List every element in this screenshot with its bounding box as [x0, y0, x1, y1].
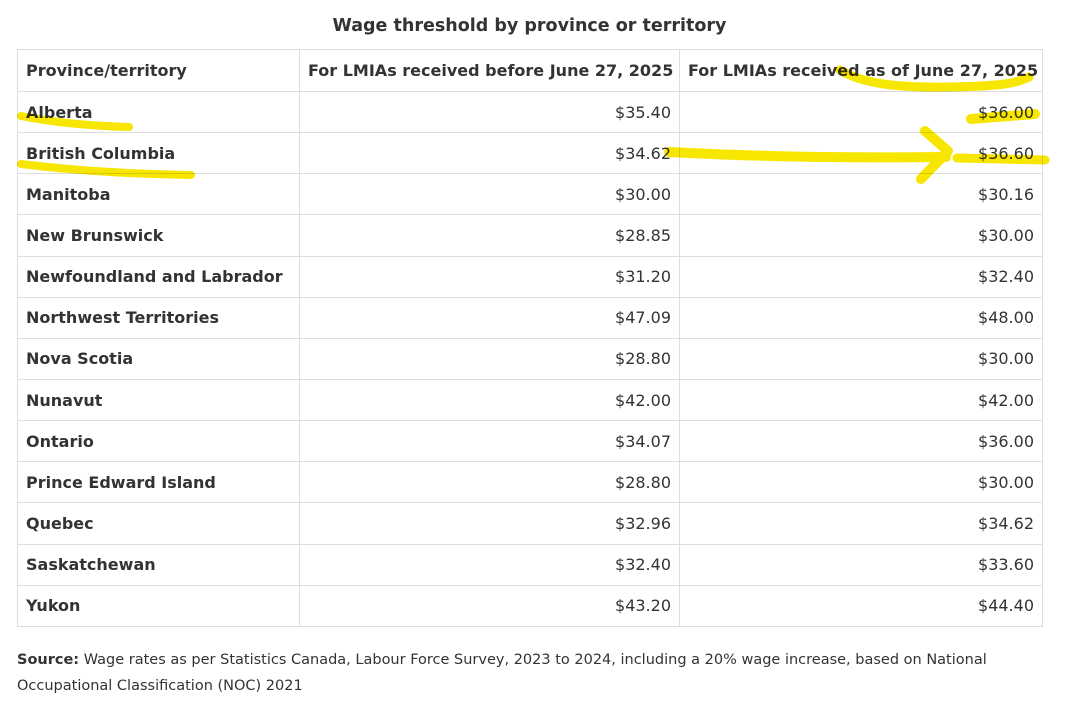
wage-as-of-cell: $30.00 — [679, 337, 1043, 380]
province-cell: Northwest Territories — [17, 296, 300, 339]
column-header-province: Province/territory — [17, 49, 300, 92]
table-row: Prince Edward Island $28.80 $30.00 — [17, 461, 1043, 504]
table-header-row: Province/territory For LMIAs received be… — [17, 49, 1043, 92]
table-row: Ontario $34.07 $36.00 — [17, 420, 1043, 463]
province-cell: British Columbia — [17, 132, 300, 175]
table-row: Newfoundland and Labrador $31.20 $32.40 — [17, 255, 1043, 298]
wage-as-of-cell: $36.60 — [679, 132, 1043, 175]
wage-before-cell: $32.96 — [299, 502, 680, 545]
wage-before-cell: $30.00 — [299, 173, 680, 216]
province-cell: Nunavut — [17, 378, 300, 422]
source-label: Source: — [17, 652, 80, 668]
table-row: Nunavut $42.00 $42.00 — [17, 378, 1043, 422]
table-row: Nova Scotia $28.80 $30.00 — [17, 337, 1043, 380]
source-note: Source: Wage rates as per Statistics Can… — [17, 647, 1057, 699]
province-cell: Quebec — [17, 502, 300, 545]
wage-as-of-cell: $34.62 — [679, 502, 1043, 545]
wage-as-of-cell: $32.40 — [679, 255, 1043, 298]
province-cell: Nova Scotia — [17, 337, 300, 380]
wage-before-cell: $34.07 — [299, 420, 680, 463]
table-row: Yukon $43.20 $44.40 — [17, 584, 1043, 627]
wage-as-of-cell: $44.40 — [679, 584, 1043, 627]
wage-threshold-table: Province/territory For LMIAs received be… — [17, 49, 1043, 627]
wage-as-of-cell: $36.00 — [679, 420, 1043, 463]
wage-as-of-cell: $30.00 — [679, 461, 1043, 504]
column-header-before: For LMIAs received before June 27, 2025 — [299, 49, 680, 92]
province-cell: Prince Edward Island — [17, 461, 300, 504]
wage-before-cell: $31.20 — [299, 255, 680, 298]
wage-as-of-cell: $48.00 — [679, 296, 1043, 339]
wage-before-cell: $28.80 — [299, 461, 680, 504]
province-cell: Newfoundland and Labrador — [17, 255, 300, 298]
table-row: British Columbia $34.62 $36.60 — [17, 132, 1043, 175]
column-header-as-of: For LMIAs received as of June 27, 2025 — [679, 49, 1043, 92]
table-row: Northwest Territories $47.09 $48.00 — [17, 296, 1043, 339]
wage-as-of-cell: $33.60 — [679, 543, 1043, 586]
wage-before-cell: $42.00 — [299, 378, 680, 422]
table-title: Wage threshold by province or territory — [332, 16, 727, 36]
wage-as-of-cell: $30.00 — [679, 214, 1043, 257]
wage-as-of-cell: $42.00 — [679, 378, 1043, 422]
province-cell: Manitoba — [17, 173, 300, 216]
table-row: Saskatchewan $32.40 $33.60 — [17, 543, 1043, 586]
wage-before-cell: $32.40 — [299, 543, 680, 586]
wage-before-cell: $28.85 — [299, 214, 680, 257]
table-row: Alberta $35.40 $36.00 — [17, 90, 1043, 134]
province-cell: Yukon — [17, 584, 300, 627]
province-cell: Saskatchewan — [17, 543, 300, 586]
wage-before-cell: $28.80 — [299, 337, 680, 380]
wage-before-cell: $47.09 — [299, 296, 680, 339]
wage-before-cell: $43.20 — [299, 584, 680, 627]
table-row: Manitoba $30.00 $30.16 — [17, 173, 1043, 216]
province-cell: Ontario — [17, 420, 300, 463]
province-cell: New Brunswick — [17, 214, 300, 257]
province-cell: Alberta — [17, 90, 300, 134]
wage-before-cell: $34.62 — [299, 132, 680, 175]
wage-as-of-cell: $36.00 — [679, 90, 1043, 134]
wage-as-of-cell: $30.16 — [679, 173, 1043, 216]
source-text: Wage rates as per Statistics Canada, Lab… — [17, 652, 987, 694]
table-row: New Brunswick $28.85 $30.00 — [17, 214, 1043, 257]
wage-before-cell: $35.40 — [299, 90, 680, 134]
table-row: Quebec $32.96 $34.62 — [17, 502, 1043, 545]
